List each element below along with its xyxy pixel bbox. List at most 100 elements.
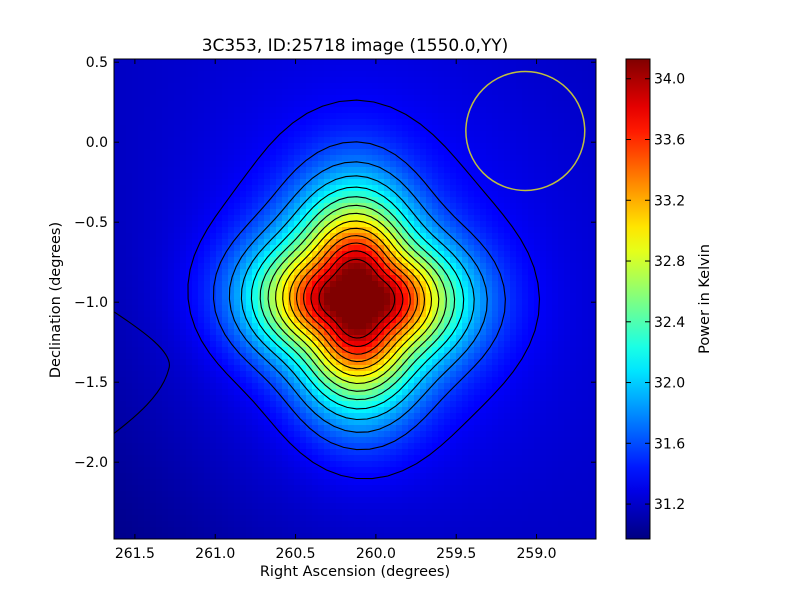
- heatmap-cell: [222, 197, 229, 204]
- heatmap-cell: [264, 251, 271, 258]
- heatmap-cell: [114, 401, 121, 408]
- heatmap-cell: [354, 101, 361, 108]
- heatmap-cell: [258, 359, 265, 366]
- heatmap-cell: [312, 293, 319, 300]
- heatmap-cell: [240, 119, 247, 126]
- heatmap-cell: [468, 101, 475, 108]
- heatmap-cell: [396, 359, 403, 366]
- heatmap-cell: [132, 245, 139, 252]
- heatmap-cell: [444, 71, 451, 78]
- heatmap-cell: [558, 263, 565, 270]
- heatmap-cell: [588, 419, 595, 426]
- heatmap-cell: [294, 161, 301, 168]
- heatmap-cell: [246, 161, 253, 168]
- heatmap-cell: [510, 203, 517, 210]
- heatmap-cell: [300, 245, 307, 252]
- heatmap-cell: [576, 341, 583, 348]
- heatmap-cell: [360, 179, 367, 186]
- heatmap-cell: [486, 65, 493, 72]
- heatmap-cell: [114, 95, 121, 102]
- heatmap-cell: [162, 119, 169, 126]
- heatmap-cell: [390, 389, 397, 396]
- heatmap-cell: [426, 317, 433, 324]
- heatmap-cell: [408, 419, 415, 426]
- heatmap-cell: [558, 143, 565, 150]
- heatmap-cell: [258, 143, 265, 150]
- heatmap-cell: [234, 425, 241, 432]
- heatmap-cell: [444, 239, 451, 246]
- heatmap-cell: [270, 347, 277, 354]
- heatmap-cell: [144, 179, 151, 186]
- heatmap-cell: [354, 347, 361, 354]
- heatmap-cell: [210, 113, 217, 120]
- heatmap-cell: [264, 353, 271, 360]
- heatmap-cell: [300, 239, 307, 246]
- heatmap-cell: [252, 215, 259, 222]
- heatmap-cell: [456, 359, 463, 366]
- heatmap-cell: [258, 377, 265, 384]
- heatmap-cell: [306, 263, 313, 270]
- heatmap-cell: [432, 353, 439, 360]
- heatmap-cell: [192, 269, 199, 276]
- heatmap-cell: [138, 323, 145, 330]
- heatmap-cell: [204, 179, 211, 186]
- heatmap-cell: [486, 263, 493, 270]
- heatmap-cell: [312, 119, 319, 126]
- heatmap-cell: [498, 119, 505, 126]
- heatmap-cell: [150, 233, 157, 240]
- heatmap-cell: [198, 341, 205, 348]
- heatmap-cell: [594, 395, 596, 402]
- heatmap-cell: [402, 425, 409, 432]
- heatmap-cell: [594, 275, 596, 282]
- heatmap-cell: [312, 131, 319, 138]
- heatmap-cell: [174, 407, 181, 414]
- heatmap-cell: [318, 269, 325, 276]
- heatmap-cell: [276, 209, 283, 216]
- heatmap-cell: [336, 365, 343, 372]
- heatmap-cell: [474, 83, 481, 90]
- heatmap-cell: [192, 59, 199, 66]
- heatmap-cell: [228, 173, 235, 180]
- heatmap-cell: [294, 191, 301, 198]
- heatmap-cell: [162, 131, 169, 138]
- heatmap-cell: [354, 287, 361, 294]
- heatmap-cell: [396, 245, 403, 252]
- heatmap-cell: [444, 389, 451, 396]
- heatmap-cell: [372, 263, 379, 270]
- heatmap-cell: [366, 125, 373, 132]
- heatmap-cell: [408, 377, 415, 384]
- heatmap-cell: [504, 335, 511, 342]
- heatmap-cell: [228, 83, 235, 90]
- heatmap-cell: [276, 197, 283, 204]
- heatmap-cell: [114, 119, 121, 126]
- heatmap-cell: [534, 275, 541, 282]
- heatmap-cell: [324, 209, 331, 216]
- heatmap-cell: [240, 203, 247, 210]
- heatmap-cell: [216, 89, 223, 96]
- heatmap-cell: [378, 383, 385, 390]
- heatmap-cell: [246, 107, 253, 114]
- heatmap-cell: [288, 65, 295, 72]
- heatmap-cell: [354, 65, 361, 72]
- heatmap-cell: [450, 65, 457, 72]
- heatmap-cell: [366, 95, 373, 102]
- heatmap-cell: [330, 203, 337, 210]
- heatmap-cell: [276, 137, 283, 144]
- heatmap-cell: [522, 89, 529, 96]
- heatmap-cell: [564, 143, 571, 150]
- heatmap-cell: [414, 155, 421, 162]
- heatmap-cell: [420, 371, 427, 378]
- heatmap-cell: [264, 167, 271, 174]
- heatmap-cell: [384, 131, 391, 138]
- heatmap-cell: [354, 125, 361, 132]
- heatmap-cell: [456, 233, 463, 240]
- heatmap-cell: [564, 209, 571, 216]
- heatmap-cell: [156, 179, 163, 186]
- heatmap-cell: [120, 233, 127, 240]
- heatmap-cell: [516, 353, 523, 360]
- heatmap-cell: [198, 281, 205, 288]
- heatmap-cell: [330, 65, 337, 72]
- heatmap-cell: [468, 305, 475, 312]
- heatmap-cell: [378, 311, 385, 318]
- heatmap-cell: [204, 203, 211, 210]
